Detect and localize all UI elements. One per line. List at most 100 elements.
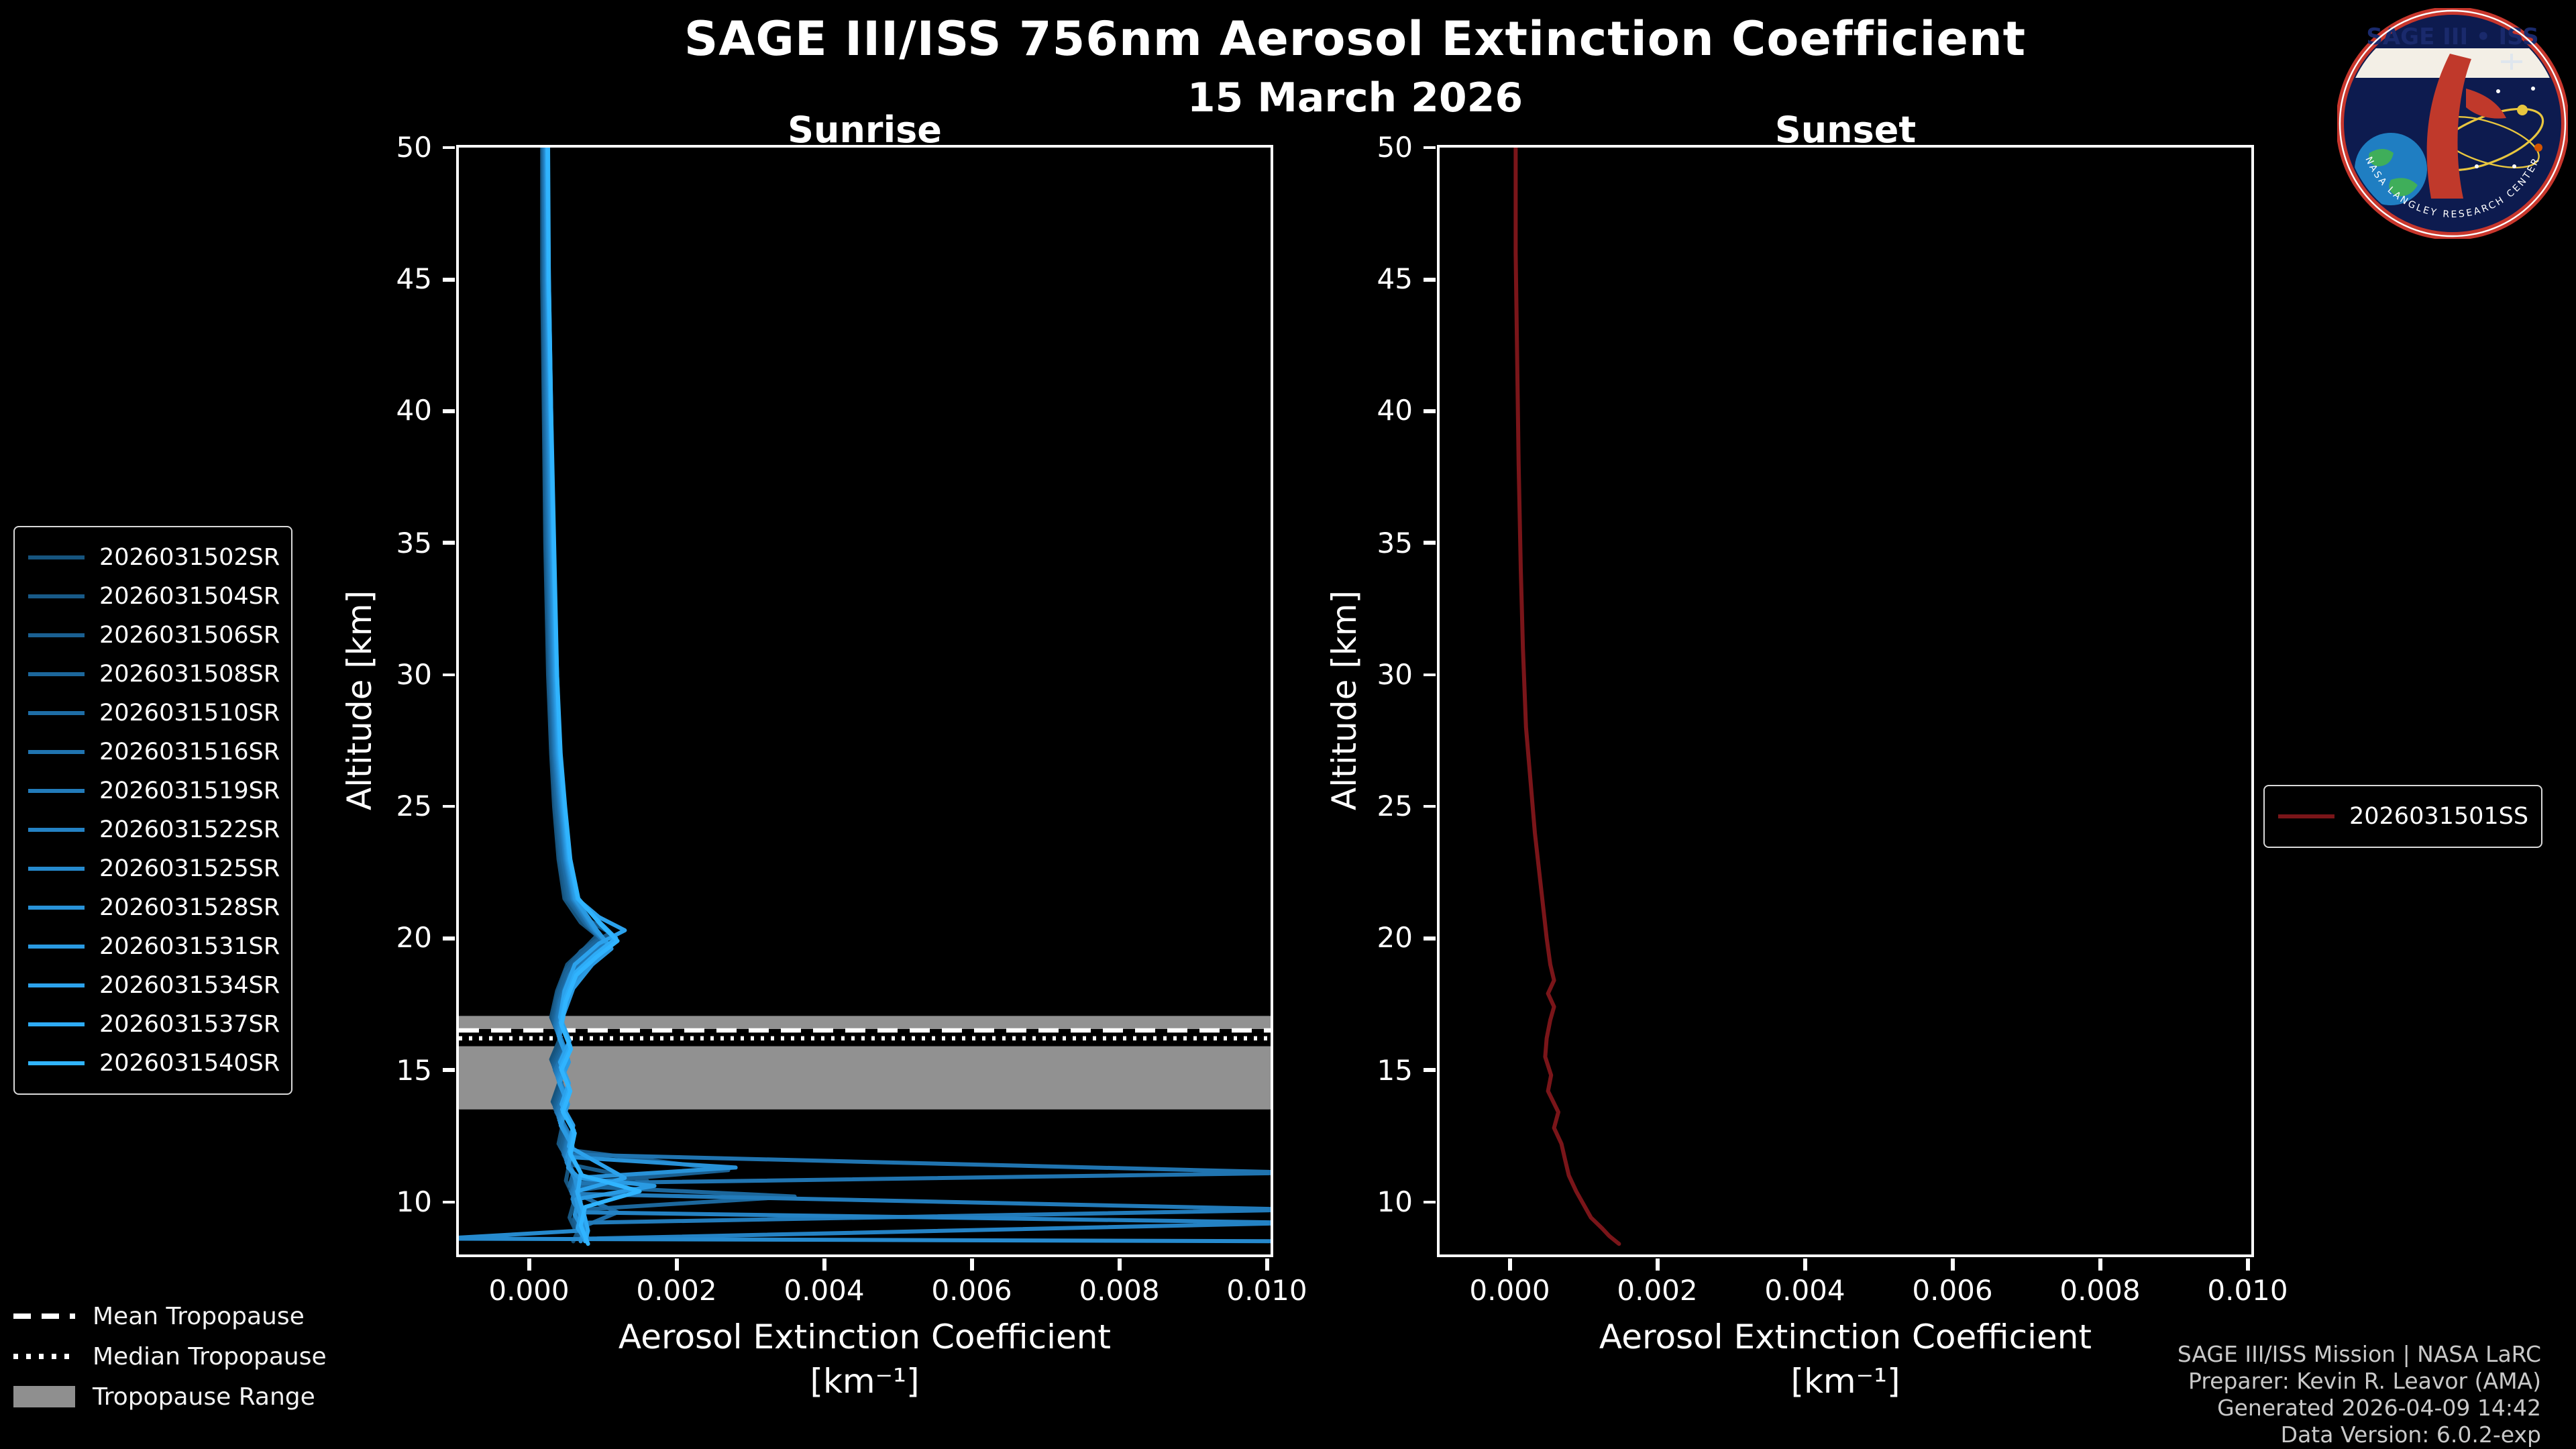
x-tick-mark <box>970 1258 974 1271</box>
y-tick-mark <box>443 409 455 413</box>
legend-line-swatch <box>28 749 85 755</box>
y-tick-label: 40 <box>1377 394 1413 427</box>
legend-label: 2026031534SR <box>99 972 280 999</box>
tropopause-range-band <box>459 1046 1271 1110</box>
earth-land2-icon <box>2389 178 2418 197</box>
y-tick-mark <box>1424 673 1436 677</box>
date-subtitle: 15 March 2026 <box>1187 75 1523 122</box>
y-tick-mark <box>1424 146 1436 150</box>
star3-icon <box>2475 164 2479 168</box>
y-tick-mark <box>1424 804 1436 808</box>
y-tick-mark <box>1424 936 1436 941</box>
x-tick-label: 0.002 <box>1617 1275 1698 1307</box>
y-tick-label: 10 <box>396 1185 432 1218</box>
sage-iss-logo: SAGE III • ISS NASA LANGLEY RESEARCH CEN… <box>2336 7 2569 240</box>
legend-label: 2026031531SR <box>99 933 280 960</box>
legend-line-swatch <box>28 1022 85 1027</box>
footer-version-line: Data Version: 6.0.2-exp <box>2280 1422 2541 1448</box>
legend-item: 2026031525SR <box>28 849 280 888</box>
mean-tropopause-label: Mean Tropopause <box>93 1302 305 1330</box>
figure-icon <box>2426 54 2471 199</box>
y-tick-label: 30 <box>396 658 432 691</box>
tropopause-range-label: Tropopause Range <box>93 1383 315 1411</box>
sunrise-x-axis-label: Aerosol Extinction Coefficient [km⁻¹] <box>456 1315 1273 1403</box>
y-tick-label: 15 <box>396 1054 432 1086</box>
x-tick-label: 0.008 <box>1079 1275 1160 1307</box>
y-tick-label: 15 <box>1377 1054 1413 1086</box>
legend-label: 2026031519SR <box>99 777 280 804</box>
footer-preparer-line: Preparer: Kevin R. Leavor (AMA) <box>2188 1368 2541 1394</box>
legend-line-swatch <box>28 827 85 833</box>
tropopause-legend: Mean Tropopause Median Tropopause Tropop… <box>13 1296 327 1417</box>
legend-item: 2026031531SR <box>28 927 280 966</box>
legend-item: 2026031537SR <box>28 1005 280 1044</box>
x-tick-mark <box>2098 1258 2102 1271</box>
legend-item: 2026031510SR <box>28 694 280 733</box>
legend-line-swatch <box>28 594 85 599</box>
y-tick-label: 25 <box>396 790 432 823</box>
legend-label: 2026031522SR <box>99 816 280 843</box>
x-tick-mark <box>1118 1258 1122 1271</box>
legend-label: 2026031502SR <box>99 544 280 571</box>
x-tick-mark <box>1265 1258 1269 1271</box>
sunrise-plot <box>456 145 1273 1257</box>
sunset-plot <box>1437 145 2254 1257</box>
legend-item: 2026031522SR <box>28 810 280 849</box>
y-tick-label: 30 <box>1377 658 1413 691</box>
footer-credits: SAGE III/ISS Mission | NASA LaRC Prepare… <box>2178 1342 2541 1449</box>
x-tick-label: 0.010 <box>2207 1275 2288 1307</box>
y-tick-mark <box>1424 541 1436 545</box>
logo-title-text: SAGE III • ISS <box>2366 23 2538 50</box>
legend-item: 2026031519SR <box>28 771 280 810</box>
x-tick-label: 0.008 <box>2059 1275 2141 1307</box>
y-tick-mark <box>443 278 455 281</box>
legend-label: 2026031501SS <box>2349 803 2529 830</box>
sunset-x-axis-label-text: Aerosol Extinction Coefficient <box>1599 1318 2092 1356</box>
sunset-legend: 2026031501SS <box>2263 785 2542 848</box>
y-tick-mark <box>1424 278 1436 281</box>
legend-item: 2026031506SR <box>28 616 280 655</box>
sunrise-x-axis-unit: [km⁻¹] <box>810 1362 920 1401</box>
legend-label: 2026031504SR <box>99 583 280 610</box>
legend-line-swatch <box>28 944 85 949</box>
tropopause-range-legend-item: Tropopause Range <box>13 1377 327 1417</box>
y-tick-mark <box>1424 1200 1436 1203</box>
x-tick-mark <box>1508 1258 1512 1271</box>
legend-label: 2026031540SR <box>99 1050 280 1077</box>
sunrise-legend: 2026031502SR 2026031504SR 2026031506SR 2026… <box>13 526 292 1095</box>
y-tick-mark <box>443 673 455 677</box>
x-tick-mark <box>1951 1258 1955 1271</box>
x-tick-label: 0.000 <box>1469 1275 1550 1307</box>
legend-line-swatch <box>28 633 85 638</box>
earth-land-icon <box>2369 149 2394 166</box>
y-tick-label: 40 <box>396 394 432 427</box>
legend-line-swatch <box>28 672 85 677</box>
y-tick-label: 35 <box>1377 527 1413 559</box>
y-tick-label: 20 <box>396 922 432 955</box>
x-tick-mark <box>527 1258 531 1271</box>
x-tick-label: 0.002 <box>636 1275 717 1307</box>
x-tick-label: 0.004 <box>784 1275 865 1307</box>
legend-label: 2026031525SR <box>99 855 280 882</box>
sage-iss-logo-icon: SAGE III • ISS NASA LANGLEY RESEARCH CEN… <box>2336 7 2569 240</box>
legend-label: 2026031510SR <box>99 700 280 727</box>
y-tick-label: 25 <box>1377 790 1413 823</box>
sunset-plot-canvas <box>1513 148 1621 1246</box>
legend-item: 2026031501SS <box>2278 797 2528 836</box>
x-tick-mark <box>2246 1258 2250 1271</box>
y-tick-mark <box>443 1200 455 1203</box>
y-tick-mark <box>443 804 455 808</box>
legend-item: 2026031528SR <box>28 888 280 927</box>
sunset-x-axis-unit: [km⁻¹] <box>1790 1362 1900 1401</box>
star-icon <box>2496 89 2500 93</box>
sunset-x-axis-label: Aerosol Extinction Coefficient [km⁻¹] <box>1437 1315 2254 1403</box>
y-tick-label: 50 <box>396 131 432 164</box>
x-tick-mark <box>1656 1258 1660 1271</box>
dashed-line-icon <box>13 1313 75 1319</box>
y-tick-mark <box>443 146 455 150</box>
legend-label: 2026031537SR <box>99 1011 280 1038</box>
x-tick-label: 0.010 <box>1226 1275 1307 1307</box>
sunrise-plot-canvas <box>459 148 1271 1246</box>
